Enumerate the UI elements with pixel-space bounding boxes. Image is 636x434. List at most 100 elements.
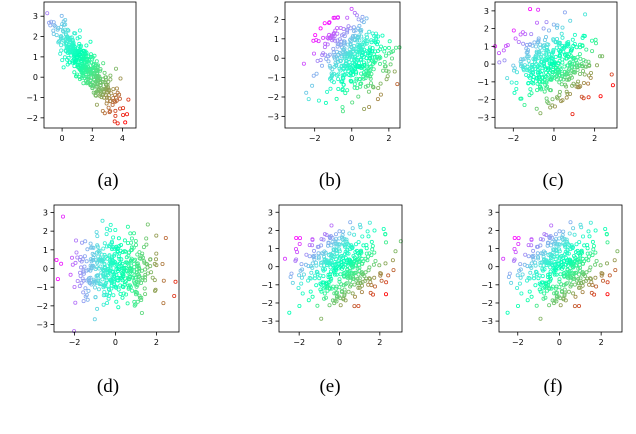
scatter-point xyxy=(557,93,562,98)
scatter-point xyxy=(368,76,373,81)
scatter-point xyxy=(387,45,392,50)
scatter-point xyxy=(547,303,552,308)
scatter-point xyxy=(327,52,332,57)
scatter-point xyxy=(95,234,100,239)
scatter-point xyxy=(304,90,309,95)
scatter-point xyxy=(502,58,507,63)
scatter-point xyxy=(107,110,112,115)
scatter-point xyxy=(65,27,70,32)
scatter-point xyxy=(82,64,87,69)
scatter-point xyxy=(376,86,381,91)
scatter-point xyxy=(357,38,362,43)
scatter-point xyxy=(562,45,567,50)
scatter-point xyxy=(86,59,91,64)
scatter-point xyxy=(334,299,339,304)
scatter-point xyxy=(513,36,518,41)
scatter-point xyxy=(102,241,107,246)
scatter-point xyxy=(51,20,56,25)
scatter-point xyxy=(562,10,567,15)
scatter-point xyxy=(572,304,577,309)
scatter-point xyxy=(311,73,316,78)
scatter-point xyxy=(140,275,145,280)
scatter-point xyxy=(542,59,547,64)
scatter-point xyxy=(299,281,304,286)
scatter-point xyxy=(120,261,125,266)
y-tick-label: 2 xyxy=(43,227,48,236)
scatter-point xyxy=(90,251,95,256)
scatter-point xyxy=(112,272,117,277)
scatter-point xyxy=(354,242,359,247)
scatter-point xyxy=(586,95,591,100)
scatter-point xyxy=(565,77,570,82)
scatter-point xyxy=(129,256,134,261)
x-tick-label: 0 xyxy=(349,134,354,143)
scatter-point xyxy=(119,243,124,248)
scatter-point xyxy=(356,240,361,245)
scatter-point xyxy=(359,57,364,62)
scatter-point xyxy=(569,275,574,280)
scatter-point xyxy=(77,28,82,33)
scatter-point xyxy=(322,296,327,301)
scatter-point xyxy=(518,63,523,68)
scatter-point xyxy=(560,35,565,40)
scatter-point xyxy=(312,248,317,253)
scatter-point xyxy=(131,275,136,280)
scatter-point xyxy=(154,257,159,262)
scatter-point xyxy=(564,95,569,100)
scatter-point xyxy=(81,278,86,283)
scatter-point xyxy=(120,265,125,270)
scatter-point xyxy=(537,56,542,61)
scatter-point xyxy=(567,77,572,82)
scatter-point xyxy=(339,282,344,287)
scatter-point xyxy=(566,289,571,294)
y-tick-label: 2 xyxy=(33,33,38,42)
scatter-point xyxy=(348,261,353,266)
scatter-point xyxy=(329,223,334,228)
y-tick-label: 3 xyxy=(268,208,273,217)
scatter-point xyxy=(590,283,595,288)
scatter-point xyxy=(323,259,328,264)
scatter-point xyxy=(353,33,358,38)
scatter-point xyxy=(95,244,100,249)
scatter-point xyxy=(84,293,89,298)
scatter-point xyxy=(366,89,371,94)
scatter-point xyxy=(94,102,99,107)
scatter-point xyxy=(381,226,386,231)
scatter-point xyxy=(288,275,293,280)
scatter-point xyxy=(531,81,536,86)
scatter-point xyxy=(554,95,559,100)
scatter-point xyxy=(100,218,105,223)
scatter-point xyxy=(69,255,74,260)
scatter-point xyxy=(370,46,375,51)
scatter-point xyxy=(348,275,353,280)
scatter-point xyxy=(70,262,75,267)
scatter-point xyxy=(338,272,343,277)
scatter-point xyxy=(117,96,122,101)
scatter-point xyxy=(377,54,382,59)
scatter-point xyxy=(381,68,386,73)
scatter-point xyxy=(356,63,361,68)
scatter-point xyxy=(338,59,343,64)
scatter-point xyxy=(574,45,579,50)
scatter-point xyxy=(573,258,578,263)
scatter-plot-d: −2 0 2 −3 −2 −1 0 1 2 3 xyxy=(36,204,180,347)
scatter-point xyxy=(82,264,87,269)
scatter-point xyxy=(552,272,557,277)
scatter-point xyxy=(127,283,132,288)
x-tick-label: −2 xyxy=(507,134,519,143)
x-tick-label: 0 xyxy=(337,338,342,347)
scatter-point xyxy=(516,40,521,45)
scatter-point xyxy=(553,268,558,273)
scatter-point xyxy=(345,247,350,252)
scatter-point xyxy=(137,295,142,300)
scatter-point xyxy=(526,254,531,259)
scatter-point xyxy=(368,277,373,282)
scatter-point xyxy=(108,290,113,295)
scatter-point xyxy=(541,296,546,301)
scatter-point xyxy=(548,276,553,281)
scatter-point xyxy=(103,282,108,287)
scatter-point xyxy=(104,101,109,106)
scatter-point xyxy=(386,69,391,74)
scatter-point xyxy=(360,44,365,49)
scatter-point xyxy=(379,271,384,276)
